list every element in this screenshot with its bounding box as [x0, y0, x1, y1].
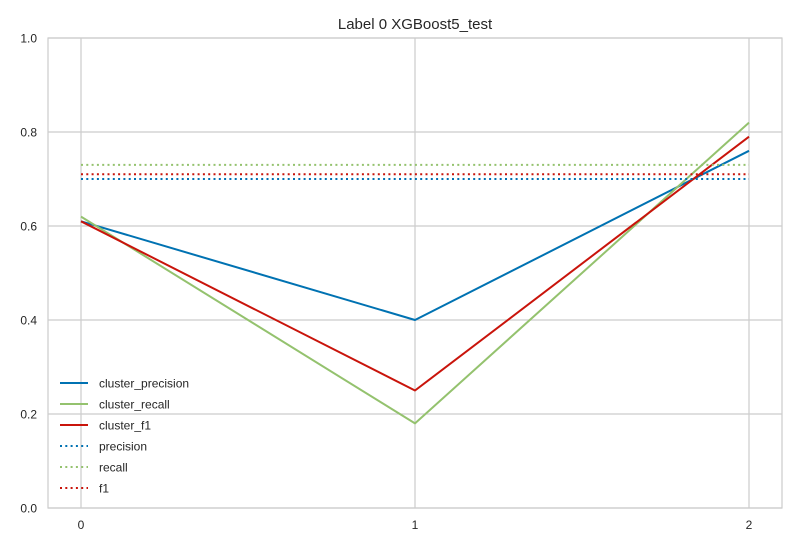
- legend-label: precision: [99, 440, 147, 454]
- x-tick-label: 1: [412, 518, 419, 532]
- series-line-cluster-recall: [80, 121, 750, 425]
- legend: cluster_precision cluster_recall cluster_f…: [60, 377, 189, 496]
- plot-frame: [47, 37, 783, 509]
- x-tick-label: 2: [746, 518, 753, 532]
- y-tick-label: 1.0: [20, 32, 37, 46]
- legend-label: cluster_precision: [99, 377, 189, 391]
- y-tick-label: 0.4: [20, 314, 37, 328]
- axis-ticks: 0 1 2 0.0 0.2 0.4 0.6 0.8 1.0: [20, 32, 752, 533]
- legend-label: recall: [99, 461, 128, 475]
- y-tick-label: 0.8: [20, 126, 37, 140]
- chart-title: Label 0 XGBoost5_test: [338, 16, 493, 33]
- legend-label: cluster_f1: [99, 419, 151, 433]
- legend-label: cluster_recall: [99, 398, 170, 412]
- x-tick-label: 0: [78, 518, 85, 532]
- series-line-cluster-f1: [80, 135, 750, 392]
- series-lines: [80, 121, 750, 425]
- y-tick-label: 0.0: [20, 502, 37, 516]
- y-tick-label: 0.2: [20, 408, 37, 422]
- legend-label: f1: [99, 482, 109, 496]
- series-line-cluster-precision: [80, 149, 750, 321]
- y-tick-label: 0.6: [20, 220, 37, 234]
